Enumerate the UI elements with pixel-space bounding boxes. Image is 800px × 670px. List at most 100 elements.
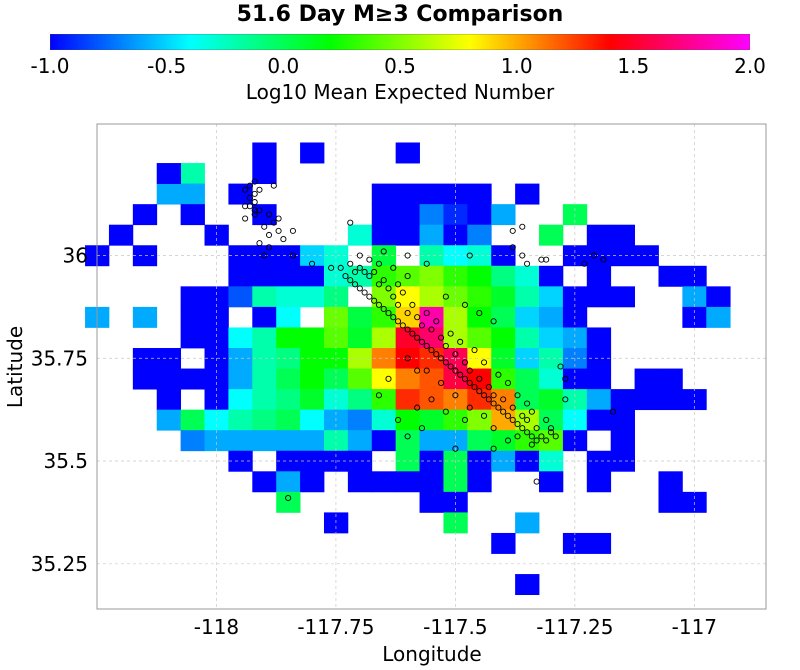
colorbar-tick-label: 2.0: [734, 54, 766, 78]
event-marker: [404, 433, 411, 440]
heatmap-cell: [132, 245, 158, 267]
heatmap-cell: [395, 450, 420, 472]
heatmap-cell: [586, 450, 612, 472]
gridlines: [97, 124, 766, 609]
heatmap-cell: [658, 471, 683, 493]
heatmap-cell: [228, 389, 253, 411]
event-marker: [394, 416, 402, 423]
colorbar-label: Log10 Mean Expected Number: [245, 80, 555, 104]
heatmap-cell: [323, 389, 349, 411]
heatmap-cell: [300, 471, 325, 493]
heatmap-cell: [276, 327, 301, 349]
event-marker: [590, 252, 598, 259]
heatmap-cell: [395, 183, 420, 205]
event-marker: [390, 314, 397, 321]
heatmap-cell: [682, 286, 707, 308]
heatmap-cell: [252, 286, 277, 308]
event-marker: [275, 215, 282, 222]
heatmap-cell: [443, 224, 468, 246]
heatmap-cell: [515, 512, 540, 534]
heatmap-cell: [610, 286, 635, 308]
heatmap-cell: [347, 389, 373, 411]
heatmap-cell: [252, 389, 277, 411]
event-marker: [428, 326, 435, 333]
heatmap-cell: [300, 430, 325, 452]
heatmap-cell: [276, 430, 301, 452]
heatmap-cell: [515, 389, 540, 411]
event-marker: [519, 412, 526, 419]
heatmap-cell: [252, 265, 277, 287]
heatmap-cell: [539, 409, 564, 431]
event-marker: [418, 338, 425, 345]
event-marker: [438, 355, 445, 362]
heatmap-cell: [586, 245, 612, 267]
heatmap-cell: [347, 450, 373, 472]
heatmap-cell: [180, 368, 205, 390]
event-marker: [452, 445, 459, 452]
heatmap-cell: [610, 450, 635, 472]
heatmap-cell: [252, 204, 277, 226]
heatmap-cell: [586, 224, 612, 246]
heatmap-cell: [347, 368, 373, 390]
heatmap-cell: [467, 327, 492, 349]
heatmap-cell: [491, 450, 516, 472]
event-marker: [471, 384, 478, 391]
event-marker: [509, 227, 516, 234]
heatmap-cell: [347, 327, 373, 349]
colorbar-tick-label: 0.5: [384, 54, 416, 78]
heatmap-cell: [300, 142, 325, 164]
heatmap-cell: [300, 389, 325, 411]
event-marker: [385, 285, 392, 292]
heatmap-cell: [562, 327, 588, 349]
heatmap-cell: [323, 286, 349, 308]
heatmap-cell: [467, 286, 492, 308]
event-marker: [375, 392, 382, 399]
heatmap-cell: [539, 389, 564, 411]
heatmap-cell: [419, 430, 444, 452]
event-marker: [275, 227, 282, 234]
event-marker: [533, 437, 540, 444]
heatmap-cell: [323, 368, 349, 390]
heatmap-cell: [419, 286, 444, 308]
event-marker: [394, 281, 402, 288]
heatmap-cell: [491, 430, 516, 452]
event-marker: [375, 301, 382, 308]
heatmap-cell: [228, 183, 253, 205]
heatmap-cell: [371, 224, 397, 246]
heatmap-cell: [395, 389, 420, 411]
event-marker: [414, 314, 421, 321]
event-marker: [380, 277, 387, 284]
event-marker: [562, 375, 569, 382]
event-marker: [356, 264, 363, 271]
heatmap-cell: [395, 368, 420, 390]
event-marker: [495, 371, 502, 378]
event-marker: [366, 273, 373, 280]
event-marker: [256, 186, 263, 193]
heatmap-cell: [419, 224, 444, 246]
heatmap-cell: [180, 430, 205, 452]
heatmap-cell: [395, 471, 420, 493]
heatmap-cell: [371, 409, 397, 431]
heatmap-cell: [467, 224, 492, 246]
event-marker: [423, 260, 430, 267]
event-marker: [404, 355, 411, 362]
event-marker: [547, 425, 555, 432]
heatmap-cell: [419, 368, 444, 390]
event-marker: [442, 293, 449, 300]
heatmap-cell: [610, 430, 635, 452]
y-tick-labels: 35.25 35.5 35.75 36: [31, 244, 88, 576]
event-marker: [289, 252, 296, 259]
heatmap-cell: [586, 389, 612, 411]
heatmap-cell: [467, 306, 492, 328]
event-marker: [500, 396, 507, 403]
event-marker: [438, 379, 445, 386]
x-tick-label: -117.75: [297, 615, 374, 639]
heatmap-cell: [419, 183, 444, 205]
event-marker: [438, 334, 445, 341]
heatmap-cell: [586, 532, 612, 554]
heatmap-cell: [443, 245, 468, 267]
event-marker: [251, 199, 258, 206]
heatmap-cell: [491, 245, 516, 267]
event-marker: [543, 416, 550, 423]
heatmap-cell: [108, 224, 134, 246]
